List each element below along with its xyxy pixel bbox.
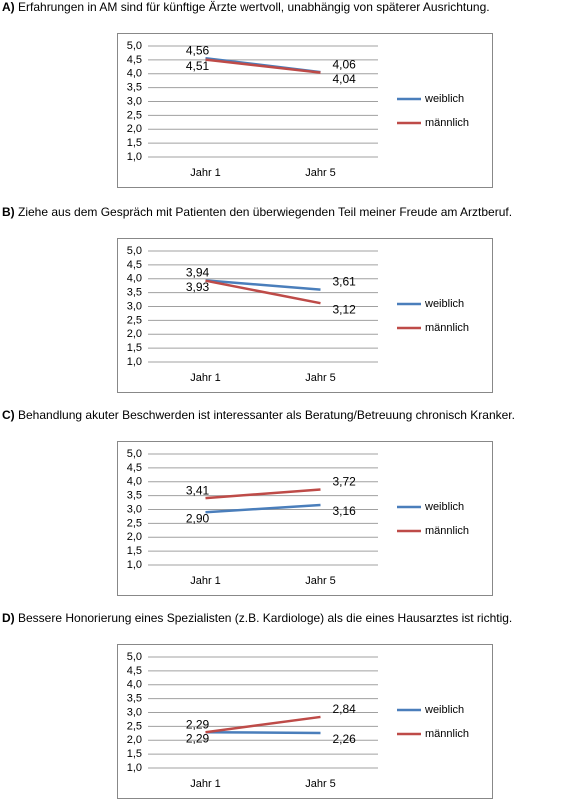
y-tick-label: 4,5 — [127, 259, 142, 271]
x-tick-label: Jahr 1 — [190, 372, 221, 384]
data-label: 3,12 — [333, 302, 357, 316]
chart-title: B) Ziehe aus dem Gespräch mit Patienten … — [2, 205, 512, 219]
line — [205, 279, 321, 305]
title-text: Erfahrungen in AM sind für künftige Ärzt… — [15, 0, 490, 14]
y-tick-label: 5,0 — [127, 448, 142, 460]
data-label: 4,51 — [186, 59, 210, 73]
y-tick-label: 3,5 — [127, 490, 142, 502]
panel-label: C) — [2, 408, 15, 422]
data-label: 3,41 — [186, 483, 210, 497]
data-label: 3,93 — [186, 280, 210, 294]
title-text: Ziehe aus dem Gespräch mit Patienten den… — [15, 205, 512, 219]
legend-label: weiblich — [424, 501, 464, 513]
x-tick-label: Jahr 5 — [305, 778, 336, 790]
y-tick-label: 4,0 — [127, 476, 142, 488]
data-label: 3,61 — [333, 275, 357, 289]
line — [205, 58, 321, 74]
chart-title: C) Behandlung akuter Beschwerden ist int… — [2, 408, 515, 422]
y-tick-label: 4,0 — [127, 679, 142, 691]
line — [205, 279, 321, 291]
y-tick-label: 5,0 — [127, 651, 142, 663]
y-tick-label: 4,0 — [127, 68, 142, 80]
chart-panel: D) Bessere Honorierung eines Spezialiste… — [2, 611, 512, 799]
y-tick-label: 2,5 — [127, 314, 142, 326]
line — [205, 730, 321, 735]
chart-frame — [117, 441, 493, 596]
x-tick-label: Jahr 5 — [305, 167, 336, 179]
panel-label: D) — [2, 611, 15, 625]
x-tick-label: Jahr 5 — [305, 372, 336, 384]
legend-label: männlich — [425, 525, 469, 537]
legend-label: männlich — [425, 728, 469, 740]
legend-label: männlich — [425, 322, 469, 334]
x-tick-label: Jahr 1 — [190, 167, 221, 179]
y-tick-label: 5,0 — [127, 40, 142, 52]
data-label: 2,90 — [186, 511, 210, 525]
y-tick-label: 5,0 — [127, 245, 142, 257]
y-tick-label: 4,5 — [127, 665, 142, 677]
data-label: 2,84 — [333, 702, 357, 716]
line — [205, 488, 321, 500]
y-tick-label: 1,0 — [127, 356, 142, 368]
y-tick-label: 2,5 — [127, 720, 142, 732]
title-text: Behandlung akuter Beschwerden ist intere… — [15, 408, 515, 422]
chart-title: D) Bessere Honorierung eines Spezialiste… — [2, 611, 512, 625]
data-label: 2,26 — [333, 732, 357, 746]
chart-panel: A) Erfahrungen in AM sind für künftige Ä… — [2, 0, 493, 188]
y-tick-label: 2,0 — [127, 123, 142, 135]
x-tick-label: Jahr 5 — [305, 575, 336, 587]
chart-panel: B) Ziehe aus dem Gespräch mit Patienten … — [2, 205, 512, 393]
panel-label: A) — [2, 0, 15, 14]
y-tick-label: 2,0 — [127, 328, 142, 340]
title-text: Bessere Honorierung eines Spezialisten (… — [15, 611, 513, 625]
y-tick-label: 4,5 — [127, 462, 142, 474]
y-tick-label: 2,5 — [127, 109, 142, 121]
y-tick-label: 2,5 — [127, 517, 142, 529]
data-label: 4,56 — [186, 43, 210, 57]
data-label: 4,04 — [333, 72, 357, 86]
chart-frame — [117, 33, 493, 188]
y-tick-label: 2,0 — [127, 531, 142, 543]
y-tick-label: 2,0 — [127, 734, 142, 746]
y-tick-label: 3,0 — [127, 503, 142, 515]
data-label: 2,29 — [186, 731, 210, 745]
y-tick-label: 1,5 — [127, 748, 142, 760]
data-label: 3,94 — [186, 266, 210, 280]
y-tick-label: 3,5 — [127, 287, 142, 299]
y-tick-label: 1,0 — [127, 559, 142, 571]
line — [205, 715, 321, 734]
y-tick-label: 3,5 — [127, 82, 142, 94]
data-label: 4,06 — [333, 57, 357, 71]
x-tick-label: Jahr 1 — [190, 778, 221, 790]
legend-label: weiblich — [424, 704, 464, 716]
legend-label: männlich — [425, 117, 469, 129]
y-tick-label: 4,0 — [127, 273, 142, 285]
data-label: 3,72 — [333, 475, 357, 489]
chart-frame — [117, 238, 493, 393]
line — [205, 503, 321, 514]
y-tick-label: 1,0 — [127, 762, 142, 774]
y-tick-label: 3,0 — [127, 706, 142, 718]
chart-title: A) Erfahrungen in AM sind für künftige Ä… — [2, 0, 490, 14]
y-tick-label: 3,5 — [127, 693, 142, 705]
y-tick-label: 3,0 — [127, 300, 142, 312]
chart-panel: C) Behandlung akuter Beschwerden ist int… — [2, 408, 515, 596]
y-tick-label: 1,5 — [127, 342, 142, 354]
x-tick-label: Jahr 1 — [190, 575, 221, 587]
legend-label: weiblich — [424, 93, 464, 105]
chart-frame — [117, 644, 493, 799]
data-label: 2,29 — [186, 717, 210, 731]
panel-label: B) — [2, 205, 15, 219]
y-tick-label: 1,0 — [127, 151, 142, 163]
y-tick-label: 4,5 — [127, 54, 142, 66]
legend-label: weiblich — [424, 298, 464, 310]
y-tick-label: 1,5 — [127, 545, 142, 557]
data-label: 3,16 — [333, 504, 357, 518]
y-tick-label: 3,0 — [127, 95, 142, 107]
y-tick-label: 1,5 — [127, 137, 142, 149]
